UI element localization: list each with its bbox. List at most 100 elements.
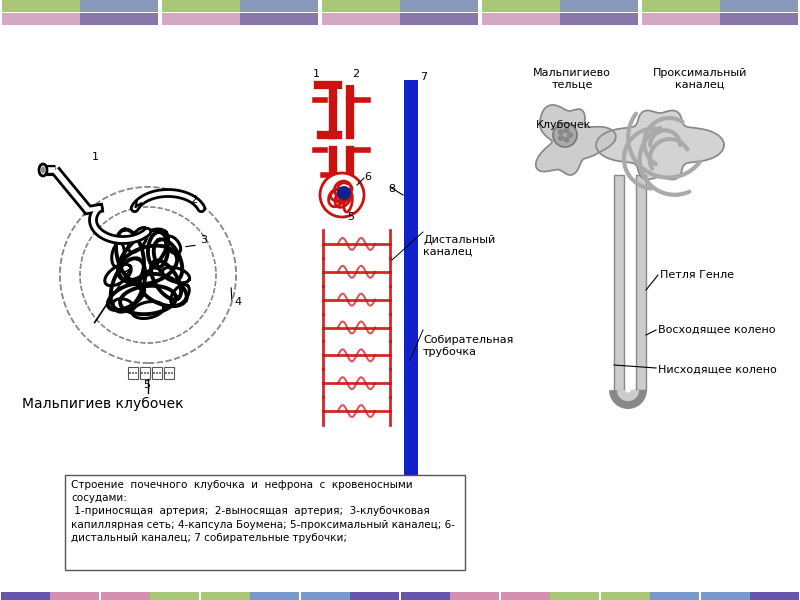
Text: Мальпигиев клубочек: Мальпигиев клубочек	[22, 397, 184, 411]
Wedge shape	[63, 245, 82, 257]
Wedge shape	[91, 203, 108, 221]
Bar	[1, 592, 50, 600]
Wedge shape	[154, 344, 163, 362]
Bar	[401, 592, 450, 600]
Text: Петля Генле: Петля Генле	[660, 270, 734, 280]
Circle shape	[156, 372, 158, 374]
Text: 2: 2	[352, 69, 359, 79]
Wedge shape	[172, 338, 185, 358]
Bar	[152, 367, 162, 379]
Wedge shape	[211, 238, 230, 251]
Wedge shape	[198, 213, 215, 230]
Wedge shape	[178, 335, 192, 355]
Circle shape	[563, 127, 570, 133]
Circle shape	[153, 372, 155, 374]
Wedge shape	[217, 281, 236, 290]
Circle shape	[558, 129, 564, 135]
Circle shape	[558, 135, 564, 141]
Wedge shape	[166, 341, 178, 360]
Bar	[701, 592, 750, 600]
Wedge shape	[202, 315, 220, 332]
Wedge shape	[72, 310, 90, 325]
Bar	[2, 13, 80, 25]
Wedge shape	[218, 275, 236, 283]
Bar	[240, 13, 318, 25]
Bar	[101, 592, 150, 600]
Wedge shape	[81, 213, 98, 230]
Wedge shape	[211, 299, 230, 312]
Wedge shape	[218, 268, 236, 275]
Bar	[400, 0, 478, 12]
Wedge shape	[214, 293, 233, 305]
Text: Клубочек: Клубочек	[536, 120, 591, 130]
Circle shape	[171, 372, 173, 374]
Wedge shape	[202, 218, 220, 235]
Text: 1: 1	[92, 152, 99, 162]
Wedge shape	[216, 252, 234, 263]
Wedge shape	[183, 199, 198, 218]
Text: Нисходящее колено: Нисходящее колено	[658, 365, 777, 375]
Circle shape	[337, 186, 351, 200]
Wedge shape	[188, 329, 205, 347]
Bar	[150, 592, 199, 600]
Wedge shape	[178, 195, 192, 214]
Circle shape	[141, 372, 143, 374]
Circle shape	[60, 187, 236, 363]
Text: Собирательная
трубочка: Собирательная трубочка	[423, 335, 514, 356]
Circle shape	[168, 372, 170, 374]
Wedge shape	[63, 293, 82, 305]
Wedge shape	[81, 320, 98, 337]
Ellipse shape	[41, 166, 45, 173]
Text: Строение  почечного  клубочка  и  нефрона  с  кровеносными
сосудами:
 1-приносящ: Строение почечного клубочка и нефрона с …	[71, 480, 455, 543]
Bar	[322, 0, 400, 12]
Circle shape	[147, 372, 149, 374]
Text: 3: 3	[200, 235, 207, 245]
Wedge shape	[172, 193, 185, 212]
Bar	[164, 367, 174, 379]
Text: 8: 8	[388, 184, 395, 194]
Bar	[482, 13, 560, 25]
Wedge shape	[111, 193, 124, 212]
Wedge shape	[214, 245, 233, 257]
Wedge shape	[118, 190, 130, 209]
Bar	[482, 0, 560, 12]
Wedge shape	[62, 252, 80, 263]
Polygon shape	[536, 105, 616, 175]
Bar	[201, 592, 250, 600]
Polygon shape	[596, 110, 724, 179]
Circle shape	[144, 372, 146, 374]
Text: Дистальный
каналец: Дистальный каналец	[423, 235, 495, 257]
Wedge shape	[133, 344, 142, 362]
Wedge shape	[160, 343, 170, 362]
Circle shape	[320, 173, 364, 217]
Wedge shape	[62, 287, 80, 298]
Wedge shape	[60, 260, 79, 269]
Wedge shape	[193, 208, 210, 226]
Circle shape	[553, 123, 577, 147]
Text: Проксимальный
каналец: Проксимальный каналец	[653, 68, 747, 90]
Wedge shape	[76, 315, 94, 332]
Wedge shape	[126, 343, 136, 362]
Circle shape	[563, 137, 570, 143]
Bar	[560, 13, 638, 25]
Wedge shape	[206, 310, 224, 325]
Circle shape	[129, 372, 131, 374]
Bar	[750, 592, 799, 600]
Bar	[350, 592, 399, 600]
Bar	[720, 0, 798, 12]
Circle shape	[132, 372, 134, 374]
Bar	[80, 0, 158, 12]
Wedge shape	[198, 320, 215, 337]
Wedge shape	[140, 187, 148, 205]
Wedge shape	[72, 224, 90, 240]
Wedge shape	[140, 345, 148, 363]
Wedge shape	[126, 188, 136, 208]
Wedge shape	[60, 281, 79, 290]
Bar	[301, 592, 350, 600]
Text: Мальпигиево
тельце: Мальпигиево тельце	[533, 68, 611, 90]
Wedge shape	[206, 224, 224, 240]
Text: Восходящее колено: Восходящее колено	[658, 325, 775, 335]
Wedge shape	[209, 231, 228, 245]
Bar	[650, 592, 699, 600]
Wedge shape	[66, 299, 85, 312]
